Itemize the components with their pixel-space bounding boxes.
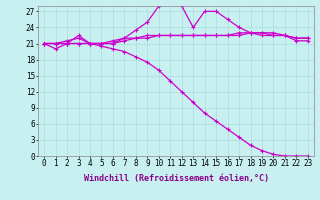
X-axis label: Windchill (Refroidissement éolien,°C): Windchill (Refroidissement éolien,°C) xyxy=(84,174,268,183)
